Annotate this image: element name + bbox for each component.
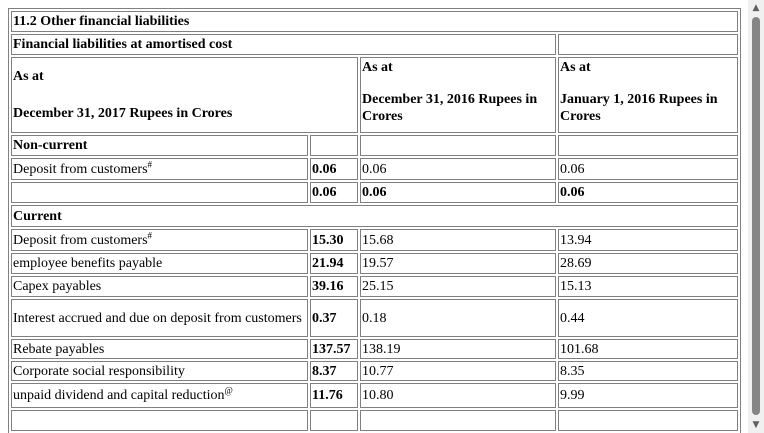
financial-liabilities-table: 11.2 Other financial liabilities Financi… — [8, 8, 741, 433]
value-2017: 21.94 — [310, 253, 358, 274]
vertical-scrollbar[interactable]: ▲ ▼ — [748, 0, 764, 433]
scrollbar-thumb[interactable] — [752, 17, 760, 415]
value-2017: 11.76 — [310, 383, 358, 408]
table-title: 11.2 Other financial liabilities — [11, 11, 738, 32]
value-2016: 15.68 — [360, 229, 556, 251]
table-row: Rebate payables 137.57 138.19 101.68 — [11, 339, 738, 359]
total-2016-jan: 0.06 — [558, 182, 738, 203]
table-row: unpaid dividend and capital reduction@ 1… — [11, 383, 738, 408]
document-viewport: 11.2 Other financial liabilities Financi… — [8, 8, 741, 433]
empty-cell — [558, 34, 738, 55]
table-row: Deposit from customers# 15.30 15.68 13.9… — [11, 229, 738, 251]
value-2017: 39.16 — [310, 276, 358, 297]
table-row: Corporate social responsibility 8.37 10.… — [11, 361, 738, 381]
total-row: 0.06 0.06 0.06 — [11, 182, 738, 203]
empty-cell — [558, 135, 738, 156]
column-header-2016-line2: December 31, 2016 Rupees in Crores — [362, 92, 538, 124]
value-2017: 8.37 — [310, 361, 358, 381]
row-label: Capex payables — [11, 276, 308, 297]
table-row: employee benefits payable 21.94 19.57 28… — [11, 253, 738, 274]
footnote-mark: # — [147, 229, 153, 240]
triangle-up-icon[interactable]: ▲ — [752, 3, 760, 13]
value-2016-jan: 0.44 — [558, 299, 738, 337]
empty-cell — [310, 135, 358, 156]
footnote-mark: # — [147, 158, 153, 169]
empty-cell — [558, 410, 738, 431]
section-label-noncurrent: Non-current — [11, 135, 308, 156]
value-2016: 19.57 — [360, 253, 556, 274]
value-2016: 0.06 — [360, 158, 556, 180]
column-header-2016-jan-line2: January 1, 2016 Rupees in Crores — [560, 92, 718, 124]
value-2016: 138.19 — [360, 339, 556, 359]
row-label: employee benefits payable — [11, 253, 308, 274]
empty-cell — [11, 182, 308, 203]
triangle-down-icon[interactable]: ▼ — [752, 420, 760, 430]
value-2016-jan: 8.35 — [558, 361, 738, 381]
value-2016: 10.77 — [360, 361, 556, 381]
column-header-2017-line2: December 31, 2017 Rupees in Crores — [13, 106, 233, 121]
value-2017: 137.57 — [310, 339, 358, 359]
column-header-2016-jan: As at January 1, 2016 Rupees in Crores — [558, 57, 738, 133]
empty-cell — [360, 410, 556, 431]
empty-cell — [11, 410, 308, 431]
table-row — [11, 410, 738, 431]
column-header-2016: As at December 31, 2016 Rupees in Crores — [360, 57, 556, 133]
empty-cell — [360, 135, 556, 156]
value-2017: 15.30 — [310, 229, 358, 251]
column-header-2017-line1: As at — [13, 69, 44, 84]
row-label: Deposit from customers# — [11, 229, 308, 251]
table-row: Interest accrued and due on deposit from… — [11, 299, 738, 337]
value-2016: 10.80 — [360, 383, 556, 408]
column-header-2017: As at December 31, 2017 Rupees in Crores — [11, 57, 358, 133]
value-2017: 0.37 — [310, 299, 358, 337]
footnote-mark: @ — [224, 385, 233, 396]
table-subtitle: Financial liabilities at amortised cost — [11, 34, 556, 55]
empty-cell — [310, 410, 358, 431]
value-2016-jan: 0.06 — [558, 158, 738, 180]
value-2016: 0.18 — [360, 299, 556, 337]
value-2016: 25.15 — [360, 276, 556, 297]
value-2016-jan: 13.94 — [558, 229, 738, 251]
value-2016-jan: 101.68 — [558, 339, 738, 359]
section-label-current: Current — [11, 205, 738, 227]
value-2017: 0.06 — [310, 158, 358, 180]
value-2016-jan: 9.99 — [558, 383, 738, 408]
value-2016-jan: 15.13 — [558, 276, 738, 297]
row-label: Interest accrued and due on deposit from… — [11, 299, 308, 337]
row-label: unpaid dividend and capital reduction@ — [11, 383, 308, 408]
total-2017: 0.06 — [310, 182, 358, 203]
row-label: Rebate payables — [11, 339, 308, 359]
column-header-2016-jan-line1: As at — [560, 60, 591, 75]
row-label: Deposit from customers# — [11, 158, 308, 180]
table-row: Deposit from customers# 0.06 0.06 0.06 — [11, 158, 738, 180]
column-header-2016-line1: As at — [362, 60, 393, 75]
row-label: Corporate social responsibility — [11, 361, 308, 381]
value-2016-jan: 28.69 — [558, 253, 738, 274]
table-row: Capex payables 39.16 25.15 15.13 — [11, 276, 738, 297]
total-2016: 0.06 — [360, 182, 556, 203]
